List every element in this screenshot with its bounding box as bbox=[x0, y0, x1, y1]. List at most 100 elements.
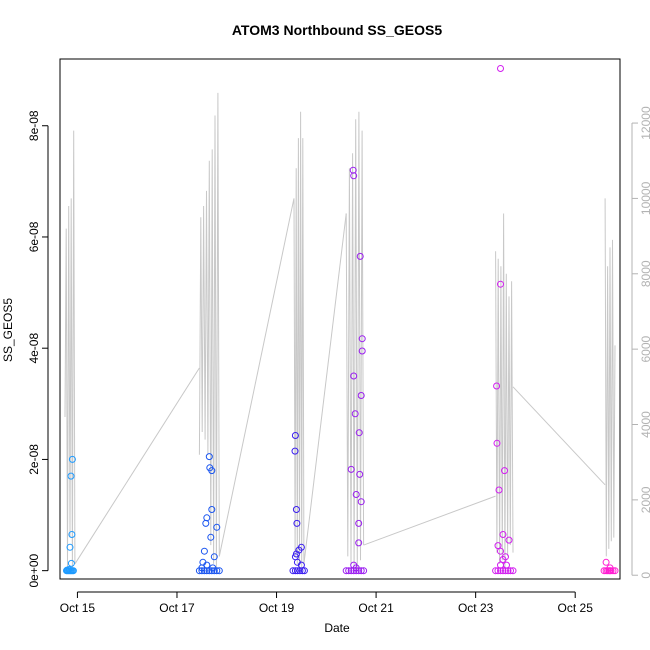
data-point bbox=[291, 447, 299, 455]
data-point bbox=[494, 567, 502, 575]
data-point bbox=[209, 564, 217, 572]
y-tick-label-left: 0e+00 bbox=[27, 553, 41, 587]
data-point bbox=[67, 472, 75, 480]
data-point bbox=[208, 467, 216, 475]
data-point bbox=[297, 543, 305, 551]
data-point bbox=[345, 567, 353, 575]
data-point bbox=[293, 567, 301, 575]
data-point bbox=[494, 542, 502, 550]
y-tick-label-right: 4000 bbox=[639, 411, 650, 438]
data-point bbox=[203, 561, 211, 569]
data-point bbox=[347, 465, 355, 473]
data-point bbox=[300, 567, 308, 575]
data-point bbox=[205, 453, 213, 461]
data-point bbox=[499, 556, 507, 563]
data-point bbox=[501, 467, 508, 475]
data-point bbox=[350, 372, 358, 380]
data-point bbox=[503, 561, 510, 569]
altitude-segment-1 bbox=[198, 92, 220, 568]
y-tick-label-left: 4e-08 bbox=[27, 333, 41, 364]
data-point bbox=[492, 567, 500, 575]
plot-frame bbox=[59, 58, 621, 580]
data-point bbox=[352, 567, 360, 575]
data-point bbox=[356, 252, 364, 260]
data-point bbox=[293, 519, 301, 527]
data-point bbox=[65, 566, 73, 573]
altitude-trace bbox=[64, 92, 616, 572]
data-point bbox=[342, 567, 350, 575]
chart-title: ATOM3 Northbound SS_GEOS5 bbox=[232, 22, 442, 38]
data-point bbox=[507, 567, 514, 575]
data-point bbox=[355, 429, 363, 437]
y-tick-label-left: 8e-08 bbox=[27, 110, 41, 141]
data-point bbox=[208, 506, 216, 513]
data-point bbox=[352, 564, 360, 572]
data-point bbox=[356, 470, 364, 478]
data-point bbox=[493, 382, 501, 390]
altitude-segment-0 bbox=[64, 130, 76, 572]
x-tick-label: Oct 23 bbox=[458, 601, 494, 615]
axes: Oct 15 Oct 17 Oct 19 Oct 21 Oct 23 Oct 25 0e+0… bbox=[27, 106, 650, 615]
data-point bbox=[68, 531, 76, 538]
data-point bbox=[292, 550, 300, 558]
data-point bbox=[358, 335, 366, 343]
x-tick-label: Oct 15 bbox=[60, 601, 96, 615]
data-point bbox=[207, 533, 215, 541]
y-tick-label-right: 12000 bbox=[639, 106, 650, 140]
data-point bbox=[360, 567, 368, 575]
altitude-segment-3 bbox=[345, 111, 365, 572]
y-tick-label-right: 0 bbox=[639, 572, 650, 579]
data-point bbox=[493, 439, 501, 447]
data-point bbox=[497, 65, 504, 72]
data-point bbox=[358, 347, 366, 355]
data-point bbox=[509, 567, 517, 575]
altitude-segment-2 bbox=[293, 111, 305, 572]
data-point bbox=[352, 491, 360, 498]
altitude-segment-4 bbox=[495, 213, 514, 568]
x-tick-label: Oct 19 bbox=[259, 601, 295, 615]
data-point bbox=[297, 561, 305, 569]
x-tick-label: Oct 21 bbox=[358, 601, 394, 615]
data-point bbox=[350, 172, 358, 180]
data-point bbox=[497, 547, 504, 555]
y-tick-label-right: 10000 bbox=[639, 181, 650, 215]
data-point bbox=[215, 567, 223, 575]
data-point bbox=[497, 280, 504, 288]
data-point bbox=[499, 531, 507, 538]
data-point bbox=[357, 498, 365, 506]
y-tick-label-right: 6000 bbox=[639, 335, 650, 362]
data-point bbox=[355, 519, 363, 527]
data-point bbox=[351, 410, 359, 418]
data-point bbox=[505, 536, 513, 544]
y-tick-label-right: 8000 bbox=[639, 260, 650, 287]
data-point bbox=[606, 564, 614, 572]
data-point bbox=[210, 553, 218, 561]
data-point bbox=[203, 514, 211, 522]
data-point bbox=[357, 392, 365, 399]
data-point bbox=[291, 567, 299, 575]
data-point bbox=[213, 523, 221, 531]
data-point bbox=[499, 567, 507, 575]
data-points bbox=[63, 65, 619, 575]
data-point bbox=[198, 567, 206, 575]
data-point bbox=[355, 539, 363, 547]
y-tick-label-right: 2000 bbox=[639, 486, 650, 513]
y-tick-label-left: 6e-08 bbox=[27, 221, 41, 252]
x-axis-label: Date bbox=[324, 621, 350, 635]
altitude-segment-5 bbox=[604, 198, 616, 557]
altitude-connector-1 bbox=[218, 198, 295, 557]
x-tick-label: Oct 17 bbox=[159, 601, 195, 615]
y-tick-label-left: 2e-08 bbox=[27, 444, 41, 475]
data-point bbox=[66, 543, 74, 551]
x-tick-label: Oct 25 bbox=[558, 601, 594, 615]
altitude-connector-2 bbox=[303, 213, 347, 564]
data-point bbox=[67, 559, 75, 567]
data-point bbox=[68, 455, 76, 463]
altitude-connector-4 bbox=[512, 386, 606, 486]
data-point bbox=[602, 558, 610, 566]
altitude-connector-3 bbox=[363, 495, 496, 546]
data-point bbox=[200, 547, 208, 555]
altitude-connector-0 bbox=[74, 367, 200, 565]
data-point bbox=[202, 519, 210, 527]
